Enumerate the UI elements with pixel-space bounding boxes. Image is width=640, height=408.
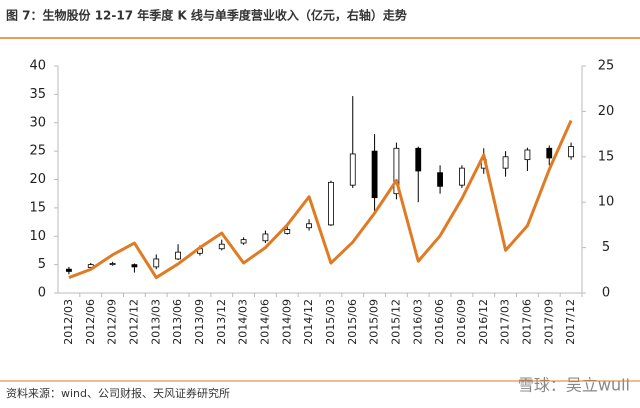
x-tick-label: 2013/06 — [171, 299, 184, 345]
candle-body — [284, 229, 291, 234]
x-tick-label: 2017/09 — [542, 299, 555, 345]
x-tick-label: 2012/03 — [62, 299, 75, 345]
y-tick-label: 40 — [29, 59, 46, 74]
candle-body — [306, 223, 312, 229]
candle-body — [240, 239, 247, 244]
y-tick-label: 15 — [29, 200, 46, 215]
y2-tick-label: 20 — [598, 104, 615, 119]
x-tick-label: 2015/03 — [324, 299, 337, 345]
x-tick-label: 2015/06 — [346, 299, 359, 345]
watermark: 雪球：吴立wuli — [518, 376, 630, 395]
x-tick-label: 2016/09 — [455, 299, 468, 345]
chart-title: 图 7：生物股份 12-17 年季度 K 线与单季度营业收入（亿元，右轴）走势 — [6, 8, 407, 23]
y-tick-label: 35 — [29, 87, 46, 102]
x-tick-label: 2017/03 — [499, 299, 512, 345]
x-tick-label: 2017/12 — [564, 299, 577, 345]
x-tick-label: 2013/12 — [215, 299, 228, 345]
candle-body — [218, 243, 225, 250]
candle-body — [568, 146, 574, 158]
y-tick-label: 20 — [29, 172, 46, 187]
x-tick-label: 2012/06 — [84, 299, 97, 345]
candle-body — [175, 251, 181, 260]
x-tick-label: 2015/12 — [389, 299, 402, 345]
x-tick-label: 2016/12 — [477, 299, 490, 345]
x-tick-label: 2012/12 — [127, 299, 140, 345]
x-tick-label: 2017/06 — [520, 299, 533, 345]
y2-tick-label: 15 — [598, 149, 615, 164]
x-tick-label: 2012/09 — [106, 299, 119, 345]
y-tick-label: 5 — [38, 257, 46, 272]
source: 资料来源：wind、公司财报、天风证券研究所 — [6, 386, 230, 400]
candle-body — [109, 263, 116, 266]
y-tick-label: 30 — [29, 115, 46, 130]
x-tick-label: 2014/06 — [258, 299, 271, 345]
y-tick-label: 10 — [29, 229, 46, 244]
y2-tick-label: 25 — [598, 59, 615, 74]
y-tick-label: 25 — [29, 144, 46, 159]
x-tick-label: 2016/03 — [411, 299, 424, 345]
x-tick-label: 2013/03 — [149, 299, 162, 345]
x-tick-label: 2014/12 — [302, 299, 315, 345]
y2-tick-label: 5 — [602, 240, 610, 255]
candle-body — [371, 150, 378, 199]
candle-body — [437, 172, 443, 187]
x-tick-label: 2016/06 — [433, 299, 446, 345]
candle-body — [66, 268, 72, 272]
candle-body — [459, 167, 465, 186]
candle-body — [546, 147, 553, 159]
x-tick-label: 2015/09 — [368, 299, 381, 345]
x-tick-label: 2014/03 — [237, 299, 250, 345]
candle-body — [328, 181, 334, 226]
candle-body — [393, 147, 400, 195]
candle-body — [502, 156, 509, 169]
x-tick-label: 2013/09 — [193, 299, 206, 345]
x-tick-label: 2014/09 — [280, 299, 293, 345]
revenue-line — [68, 119, 573, 280]
y2-tick-label: 0 — [602, 286, 610, 301]
candle-body — [415, 147, 422, 172]
candle-body — [153, 258, 160, 268]
candle-body — [262, 233, 269, 242]
candle-body — [349, 153, 356, 186]
candle-body — [131, 264, 138, 268]
candle-body — [524, 149, 531, 161]
y-tick-label: 0 — [38, 286, 46, 301]
y2-tick-label: 10 — [598, 195, 615, 210]
